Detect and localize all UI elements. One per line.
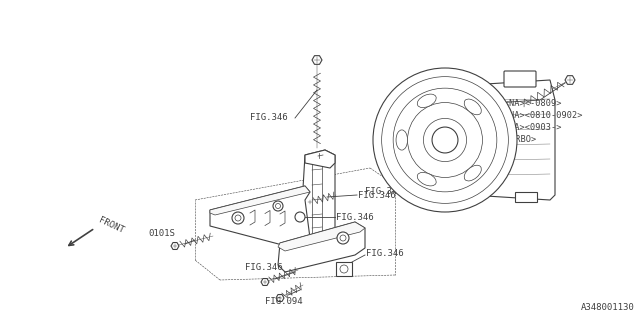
Text: FIG.346: FIG.346 (336, 212, 374, 221)
Text: FIG.346: FIG.346 (250, 114, 287, 123)
Circle shape (295, 212, 305, 222)
Polygon shape (278, 222, 365, 251)
Circle shape (232, 212, 244, 224)
Ellipse shape (396, 130, 408, 150)
Bar (515, 192, 537, 202)
Circle shape (408, 102, 483, 177)
Circle shape (275, 204, 280, 209)
Circle shape (373, 68, 517, 212)
Circle shape (432, 127, 458, 153)
Circle shape (235, 215, 241, 221)
Polygon shape (300, 150, 335, 248)
Polygon shape (312, 56, 322, 64)
Polygon shape (171, 243, 179, 250)
Ellipse shape (464, 99, 481, 115)
FancyBboxPatch shape (504, 71, 536, 87)
Text: M000339<NA><0810-0902>: M000339<NA><0810-0902> (468, 111, 584, 121)
Bar (336, 262, 352, 276)
Circle shape (273, 201, 283, 211)
Text: 0101S: 0101S (148, 229, 175, 238)
Ellipse shape (417, 94, 436, 108)
Polygon shape (261, 278, 269, 285)
Polygon shape (306, 198, 314, 205)
Text: A348001130: A348001130 (581, 303, 635, 312)
Circle shape (424, 118, 467, 162)
Circle shape (445, 113, 455, 123)
Ellipse shape (417, 172, 436, 186)
Circle shape (340, 235, 346, 241)
Polygon shape (210, 186, 310, 247)
Text: M000370<NA><0903->: M000370<NA><0903-> (468, 124, 563, 132)
Text: FIG.346: FIG.346 (245, 263, 283, 273)
Polygon shape (470, 80, 555, 200)
Circle shape (337, 232, 349, 244)
Text: FRONT: FRONT (97, 215, 125, 235)
Polygon shape (305, 150, 335, 168)
Polygon shape (278, 222, 365, 272)
Polygon shape (470, 108, 473, 170)
Text: FIG.348-2.3: FIG.348-2.3 (365, 188, 424, 196)
Ellipse shape (464, 165, 481, 181)
Text: M000193<NA><-0809>: M000193<NA><-0809> (468, 100, 563, 108)
Polygon shape (565, 76, 575, 84)
Circle shape (393, 88, 497, 192)
Text: FIG.094: FIG.094 (265, 298, 303, 307)
Circle shape (381, 76, 508, 204)
Text: FIG.346: FIG.346 (366, 249, 404, 258)
Text: FIG.346: FIG.346 (358, 190, 396, 199)
Polygon shape (210, 186, 310, 215)
Polygon shape (435, 110, 470, 126)
Polygon shape (276, 294, 284, 301)
Circle shape (340, 265, 348, 273)
Text: 34445A<TURBO>: 34445A<TURBO> (468, 135, 536, 145)
